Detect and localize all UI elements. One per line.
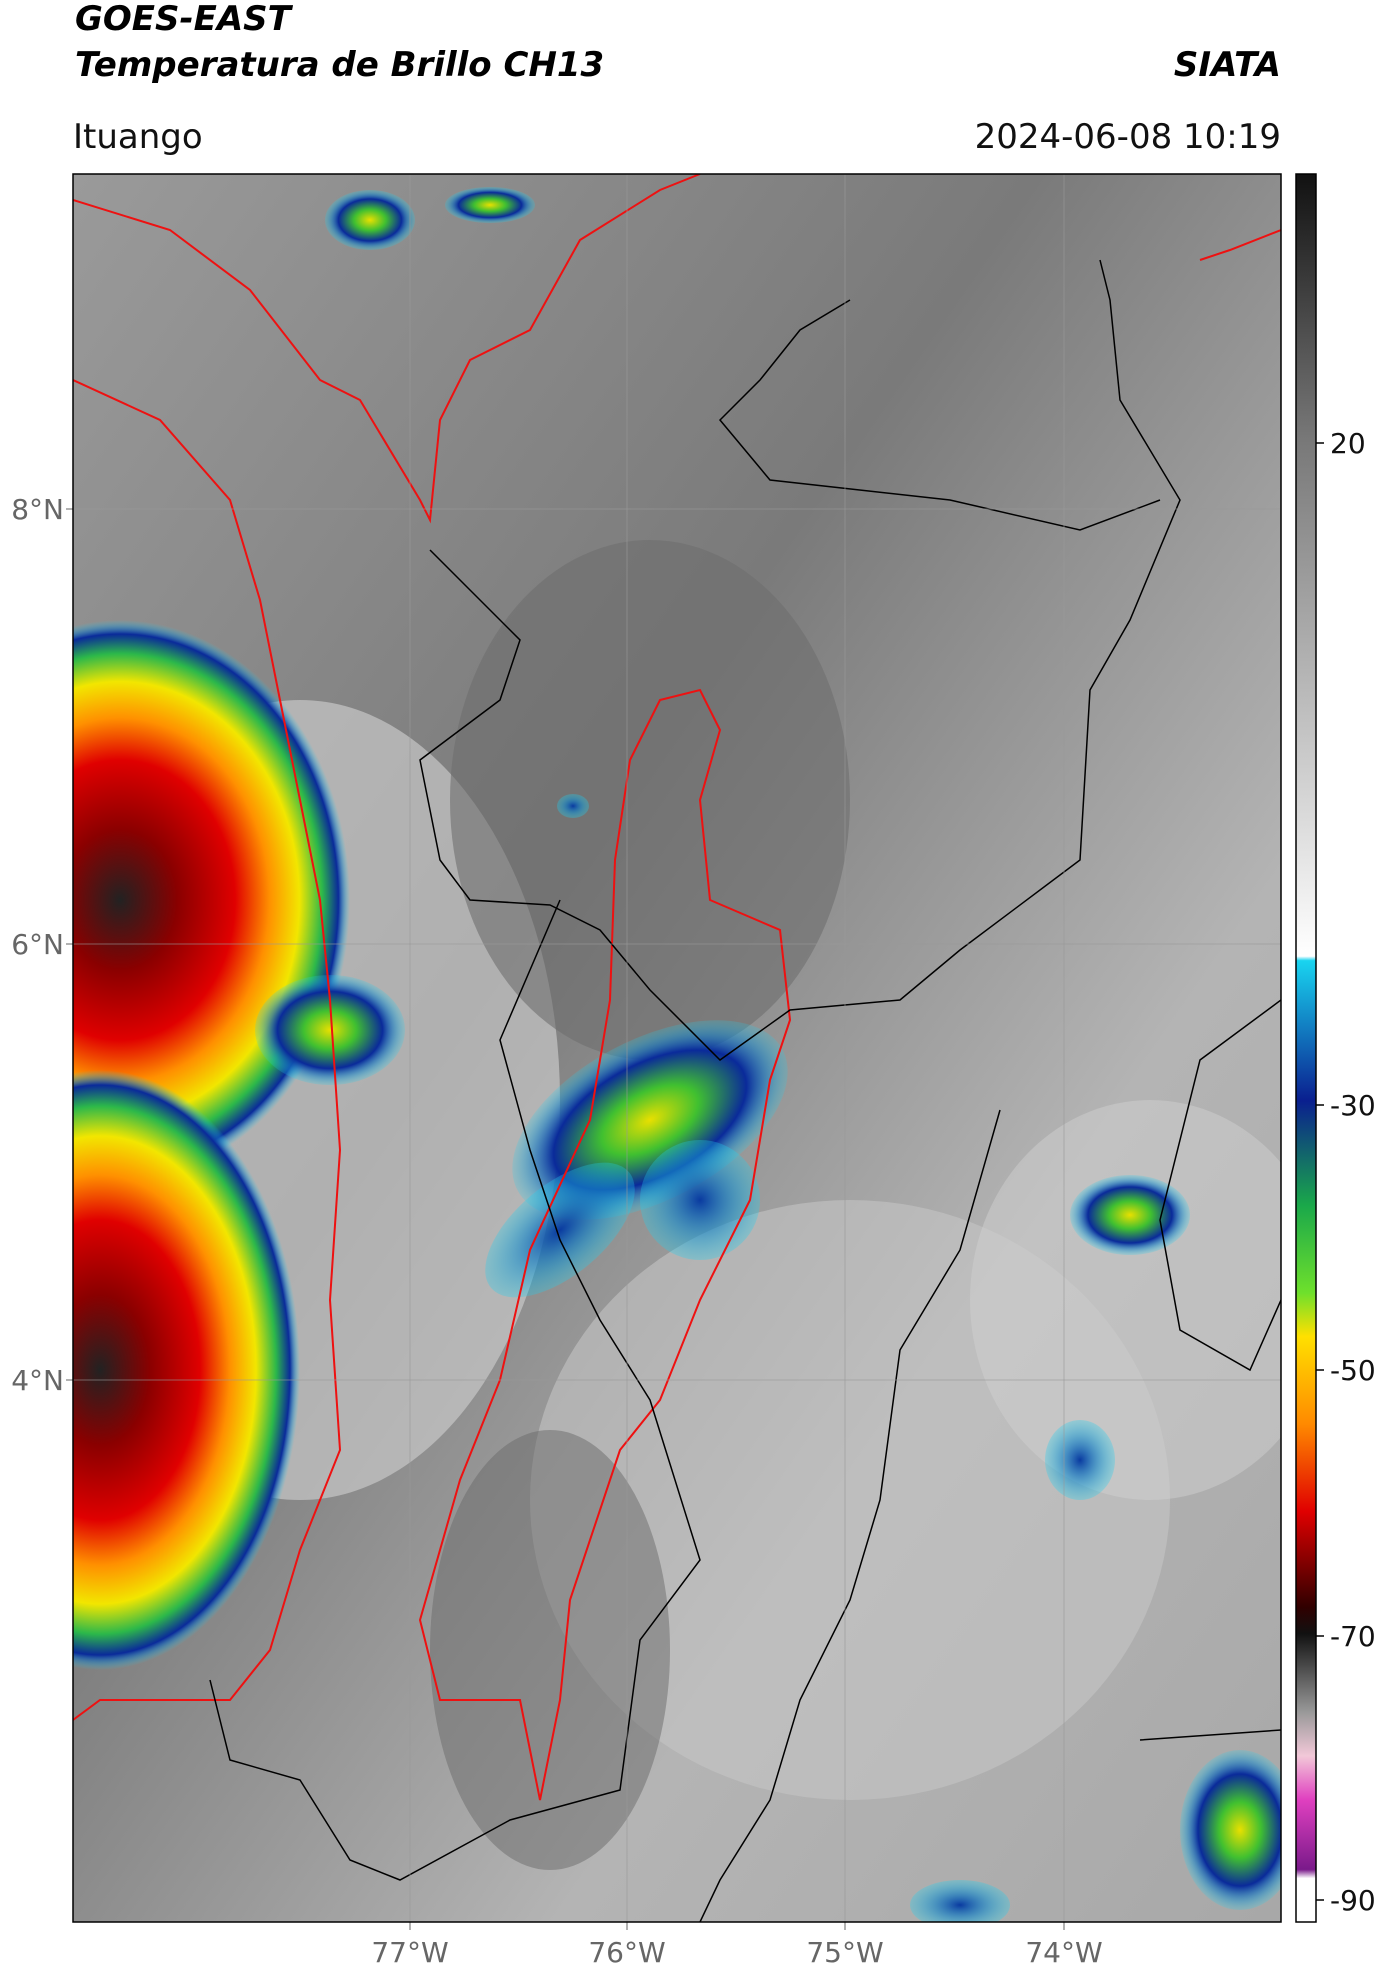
lon-label: 77°W — [371, 1936, 448, 1969]
timestamp: 2024-06-08 10:19 — [975, 117, 1281, 157]
lat-label: 6°N — [11, 928, 64, 961]
agency: SIATA — [1174, 45, 1281, 85]
colorbar-tick-label: -50 — [1330, 1354, 1376, 1387]
map-frame — [72, 173, 1282, 1923]
colorbar-tick-label: -70 — [1330, 1620, 1376, 1653]
lat-label: 8°N — [11, 493, 64, 526]
map-image — [73, 174, 1281, 1922]
colorbar — [1295, 173, 1317, 1923]
lon-label: 75°W — [806, 1936, 883, 1969]
colorbar-ticks: 20 -30 -50 -70 -90 — [1316, 427, 1376, 1917]
lon-label: 76°W — [588, 1936, 665, 1969]
lat-label: 4°N — [11, 1364, 64, 1397]
colorbar-tick-label: -90 — [1330, 1884, 1376, 1917]
colorbar-tick-label: 20 — [1330, 427, 1366, 460]
source-title: GOES-EAST — [75, 0, 294, 39]
product-title: Temperatura de Brillo CH13 — [75, 45, 604, 85]
lon-label: 74°W — [1025, 1936, 1102, 1969]
colorbar-tick-label: -30 — [1330, 1089, 1376, 1122]
region: Ituango — [73, 117, 203, 157]
graticule: 8°N 6°N 4°N 77°W 76°W 75°W 74°W — [11, 174, 1281, 1969]
